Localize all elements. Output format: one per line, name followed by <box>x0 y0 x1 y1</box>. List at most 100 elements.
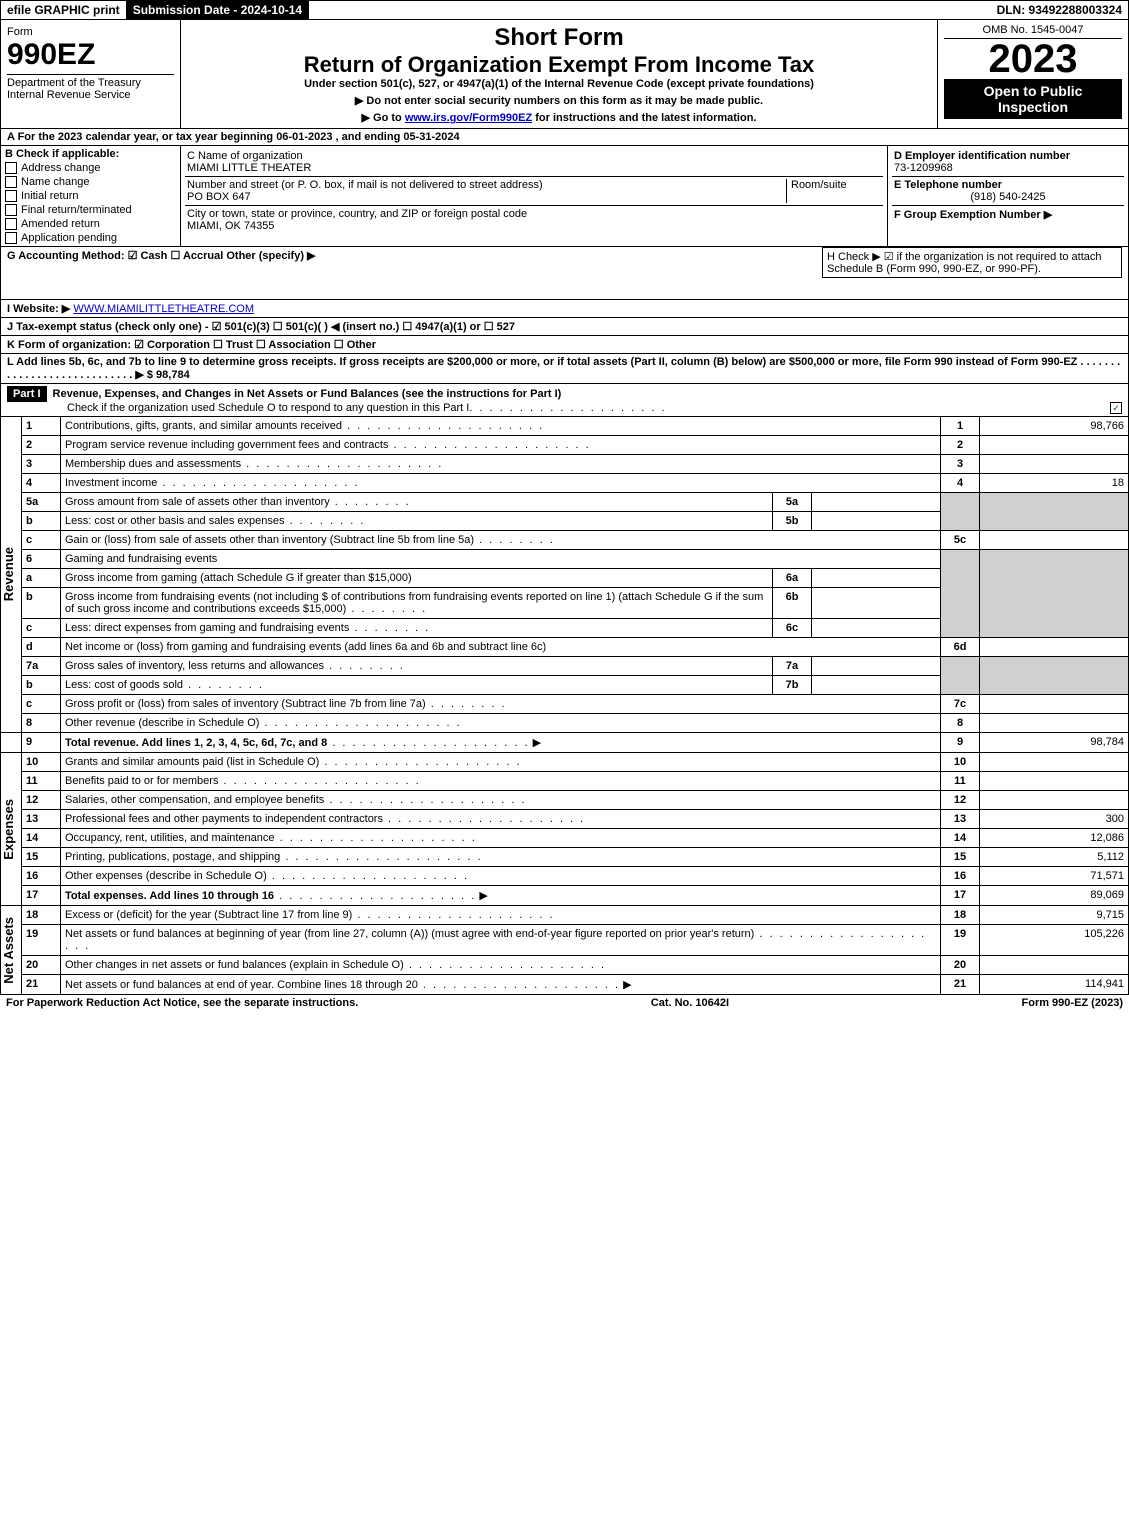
org-city: MIAMI, OK 74355 <box>187 220 274 232</box>
section-b: B Check if applicable: Address change Na… <box>1 146 181 246</box>
website-label: I Website: ▶ <box>7 303 70 315</box>
note-link: ▶ Go to www.irs.gov/Form990EZ for instru… <box>187 111 931 124</box>
chk-initial-return[interactable] <box>5 190 17 202</box>
chk-name-change[interactable] <box>5 176 17 188</box>
efile-print-button[interactable]: efile GRAPHIC print <box>1 1 127 19</box>
gross-receipts: L Add lines 5b, 6c, and 7b to line 9 to … <box>7 356 1120 381</box>
line-5a: 5a Gross amount from sale of assets othe… <box>1 493 1129 512</box>
lbl-final-return: Final return/terminated <box>21 204 132 216</box>
tax-year: 2023 <box>944 39 1122 79</box>
line-16: 16 Other expenses (describe in Schedule … <box>1 867 1129 886</box>
lbl-application-pending: Application pending <box>21 232 117 244</box>
line-20: 20 Other changes in net assets or fund b… <box>1 956 1129 975</box>
section-i: I Website: ▶ WWW.MIAMILITTLETHEATRE.COM <box>0 300 1129 318</box>
line-5c: c Gain or (loss) from sale of assets oth… <box>1 531 1129 550</box>
section-b-label: B Check if applicable: <box>5 148 176 160</box>
main-title: Return of Organization Exempt From Incom… <box>187 52 931 78</box>
note-ssn: ▶ Do not enter social security numbers o… <box>187 94 931 107</box>
row-desc: Contributions, gifts, grants, and simila… <box>65 420 342 432</box>
form-id-block: Form 990EZ Department of the Treasury In… <box>1 20 181 128</box>
lbl-address-change: Address change <box>21 162 101 174</box>
chk-final-return[interactable] <box>5 204 17 216</box>
sections-def: D Employer identification number 73-1209… <box>888 146 1128 246</box>
expenses-label: Expenses <box>1 799 16 860</box>
submission-date-button[interactable]: Submission Date - 2024-10-14 <box>127 1 309 19</box>
line-21: 21 Net assets or fund balances at end of… <box>1 975 1129 995</box>
line-11: 11 Benefits paid to or for members 11 <box>1 772 1129 791</box>
chk-address-change[interactable] <box>5 162 17 174</box>
chk-application-pending[interactable] <box>5 232 17 244</box>
section-l: L Add lines 5b, 6c, and 7b to line 9 to … <box>0 354 1129 384</box>
section-k: K Form of organization: ☑ Corporation ☐ … <box>0 336 1129 354</box>
line-19: 19 Net assets or fund balances at beginn… <box>1 925 1129 956</box>
c-city-label: City or town, state or province, country… <box>187 208 527 220</box>
d-label: D Employer identification number <box>894 150 1070 162</box>
form-header: Form 990EZ Department of the Treasury In… <box>0 20 1129 129</box>
short-form-title: Short Form <box>187 24 931 52</box>
row-right-num: 1 <box>941 417 980 436</box>
section-j: J Tax-exempt status (check only one) - ☑… <box>0 318 1129 336</box>
part-i-label: Part I <box>7 386 47 402</box>
line-2: 2 Program service revenue including gove… <box>1 436 1129 455</box>
line-15: 15 Printing, publications, postage, and … <box>1 848 1129 867</box>
part-i-header-row: Part I Revenue, Expenses, and Changes in… <box>0 384 1129 417</box>
revenue-label: Revenue <box>1 547 16 601</box>
line-6d: d Net income or (loss) from gaming and f… <box>1 638 1129 657</box>
org-name: MIAMI LITTLE THEATER <box>187 162 311 174</box>
chk-amended-return[interactable] <box>5 218 17 230</box>
footer-mid: Cat. No. 10642I <box>651 997 729 1009</box>
line-4: 4 Investment income 4 18 <box>1 474 1129 493</box>
website-link[interactable]: WWW.MIAMILITTLETHEATRE.COM <box>73 303 254 315</box>
row-num: 1 <box>22 417 61 436</box>
dln-label: DLN: 93492288003324 <box>991 1 1128 19</box>
line-7a: 7a Gross sales of inventory, less return… <box>1 657 1129 676</box>
line-10: Expenses 10 Grants and similar amounts p… <box>1 753 1129 772</box>
right-header: OMB No. 1545-0047 2023 Open to Public In… <box>938 20 1128 128</box>
line-7c: c Gross profit or (loss) from sales of i… <box>1 695 1129 714</box>
net-assets-label: Net Assets <box>1 917 16 984</box>
e-label: E Telephone number <box>894 179 1002 191</box>
line-6: 6 Gaming and fundraising events <box>1 550 1129 569</box>
part-i-title: Revenue, Expenses, and Changes in Net As… <box>53 388 562 400</box>
row-value: 98,766 <box>980 417 1129 436</box>
section-g: G Accounting Method: ☑ Cash ☐ Accrual Ot… <box>7 250 316 262</box>
c-addr-label: Number and street (or P. O. box, if mail… <box>187 179 543 191</box>
f-label: F Group Exemption Number ▶ <box>894 209 1052 221</box>
footer-right: Form 990-EZ (2023) <box>1022 997 1123 1009</box>
form-number: 990EZ <box>7 38 95 71</box>
line-18: Net Assets 18 Excess or (deficit) for th… <box>1 906 1129 925</box>
schedule-o-checkbox[interactable] <box>1110 402 1122 414</box>
line-12: 12 Salaries, other compensation, and emp… <box>1 791 1129 810</box>
ein-value: 73-1209968 <box>894 162 953 174</box>
sections-bcdef: B Check if applicable: Address change Na… <box>0 146 1129 247</box>
section-c: C Name of organization MIAMI LITTLE THEA… <box>181 146 888 246</box>
open-public-badge: Open to Public Inspection <box>944 79 1122 119</box>
part-i-table: Revenue 1 Contributions, gifts, grants, … <box>0 417 1129 995</box>
telephone-value: (918) 540-2425 <box>894 191 1122 203</box>
subtitle: Under section 501(c), 527, or 4947(a)(1)… <box>187 78 931 90</box>
lbl-amended-return: Amended return <box>21 218 100 230</box>
section-g-h: G Accounting Method: ☑ Cash ☐ Accrual Ot… <box>0 247 1129 300</box>
line-17: 17 Total expenses. Add lines 10 through … <box>1 886 1129 906</box>
footer-left: For Paperwork Reduction Act Notice, see … <box>6 997 358 1009</box>
org-address: PO BOX 647 <box>187 191 251 203</box>
c-name-label: C Name of organization <box>187 150 303 162</box>
form-label: Form <box>7 26 33 38</box>
line-8: 8 Other revenue (describe in Schedule O)… <box>1 714 1129 733</box>
line-14: 14 Occupancy, rent, utilities, and maint… <box>1 829 1129 848</box>
line-1: Revenue 1 Contributions, gifts, grants, … <box>1 417 1129 436</box>
form-of-org: K Form of organization: ☑ Corporation ☐ … <box>7 339 376 351</box>
line-13: 13 Professional fees and other payments … <box>1 810 1129 829</box>
title-block: Short Form Return of Organization Exempt… <box>181 20 938 128</box>
lbl-name-change: Name change <box>21 176 90 188</box>
section-a: A For the 2023 calendar year, or tax yea… <box>0 129 1129 146</box>
lbl-initial-return: Initial return <box>21 190 78 202</box>
room-suite-label: Room/suite <box>791 179 847 191</box>
page-footer: For Paperwork Reduction Act Notice, see … <box>0 995 1129 1011</box>
department-label: Department of the Treasury Internal Reve… <box>7 74 174 101</box>
part-i-check-text: Check if the organization used Schedule … <box>67 402 469 414</box>
irs-link[interactable]: www.irs.gov/Form990EZ <box>405 112 532 124</box>
line-9: 9 Total revenue. Add lines 1, 2, 3, 4, 5… <box>1 733 1129 753</box>
section-h: H Check ▶ ☑ if the organization is not r… <box>822 247 1122 278</box>
line-3: 3 Membership dues and assessments 3 <box>1 455 1129 474</box>
